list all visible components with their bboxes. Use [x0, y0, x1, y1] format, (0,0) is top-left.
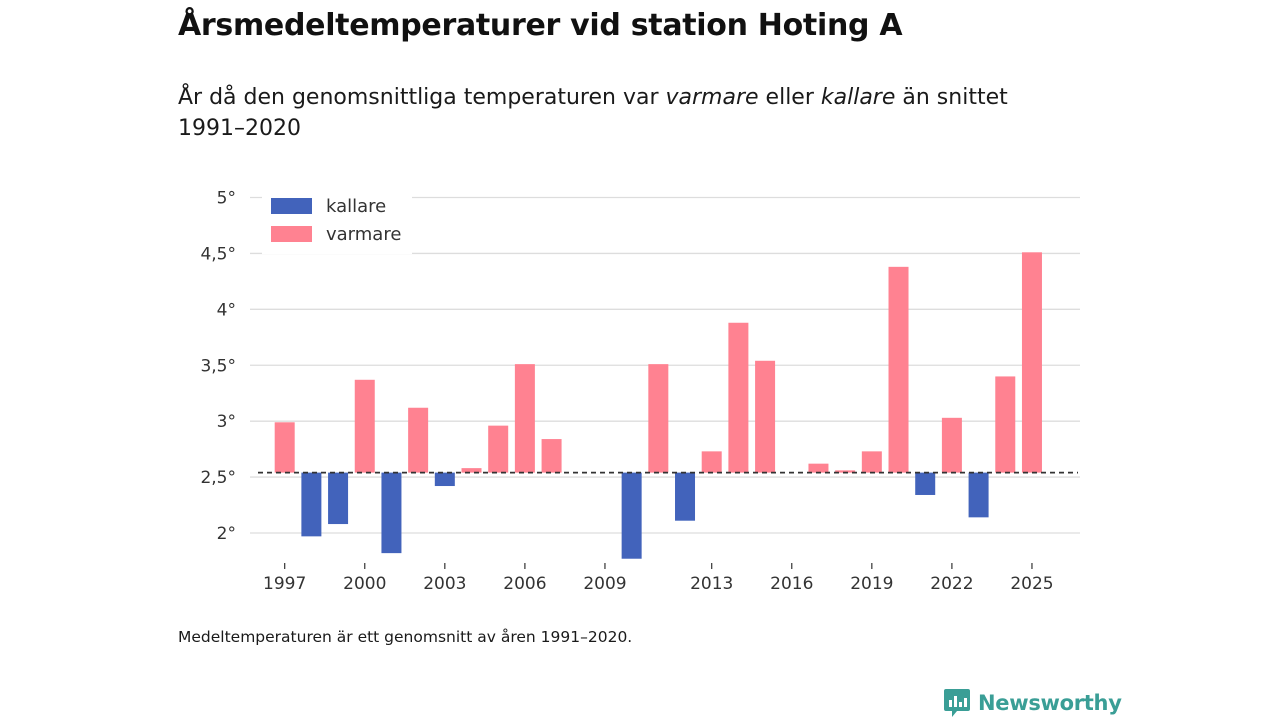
subtitle-text-2: eller: [758, 85, 821, 110]
x-tick-label: 2000: [343, 574, 386, 594]
bar-warmer: [541, 439, 562, 473]
y-tick-label: 4°: [217, 300, 236, 320]
bar-warmer: [888, 266, 909, 473]
bar-colder: [434, 472, 455, 487]
y-tick-label: 3°: [217, 412, 236, 432]
x-tick-label: 2006: [503, 574, 546, 594]
legend: kallare varmare: [262, 188, 412, 254]
bar-colder: [328, 472, 349, 525]
legend-label-warm: varmare: [326, 224, 401, 245]
bar-warmer: [835, 470, 856, 473]
legend-swatch-warm: [271, 226, 312, 242]
y-tick-label: 2°: [217, 524, 236, 544]
bar-warmer: [995, 376, 1016, 473]
x-tick-label: 2022: [930, 574, 973, 594]
bar-colder: [675, 472, 696, 521]
newsworthy-logo-text: Newsworthy: [978, 691, 1122, 715]
bar-warmer: [861, 451, 882, 473]
footnote: Medeltemperaturen är ett genomsnitt av å…: [178, 628, 633, 646]
bar-warmer: [274, 422, 295, 473]
bar-warmer: [514, 364, 535, 473]
bar-colder: [621, 472, 642, 559]
bar-warmer: [648, 364, 669, 473]
bar-colder: [915, 472, 936, 495]
chart-subtitle: År då den genomsnittliga temperaturen va…: [178, 82, 1058, 144]
bar-warmer: [755, 360, 776, 473]
newsworthy-logo: Newsworthy: [943, 688, 1122, 718]
x-tick-label: 1997: [263, 574, 306, 594]
bar-warmer: [941, 417, 962, 473]
bar-colder: [381, 472, 402, 554]
bar-colder: [968, 472, 989, 518]
subtitle-text-1: År då den genomsnittliga temperaturen va…: [178, 85, 666, 110]
bar-warmer: [408, 407, 429, 473]
legend-swatch-cold: [271, 198, 312, 214]
bars: [274, 252, 1042, 559]
x-tick-label: 2019: [850, 574, 893, 594]
x-axis: 1997 2000 2003 2006 2009 2013 2016 2019 2022 2025: [263, 563, 1054, 594]
bar-warmer: [1021, 252, 1042, 473]
legend-label-cold: kallare: [326, 196, 386, 217]
y-tick-label: 4,5°: [200, 244, 236, 264]
bar-chart: 2° 2,5° 3° 3,5° 4° 4,5° 5° 1997 2000 2003 2006 200…: [200, 188, 1080, 594]
bar-warmer: [354, 379, 375, 473]
x-tick-label: 2016: [770, 574, 813, 594]
x-tick-label: 2013: [690, 574, 733, 594]
bar-warmer: [728, 322, 749, 473]
x-tick-label: 2025: [1010, 574, 1053, 594]
newsworthy-logo-icon: [944, 689, 970, 717]
subtitle-cold-word: kallare: [820, 85, 896, 110]
bar-warmer: [808, 463, 829, 473]
bar-warmer: [461, 468, 482, 473]
subtitle-text-3: än snittet 1991–2020: [178, 85, 1008, 141]
bar-warmer: [488, 425, 509, 473]
subtitle-warm-word: varmare: [665, 85, 759, 110]
chart-title: Årsmedeltemperaturer vid station Hoting …: [178, 8, 903, 43]
y-tick-label: 3,5°: [200, 356, 236, 376]
y-tick-label: 5°: [217, 189, 236, 209]
bar-colder: [301, 472, 322, 537]
y-axis: 2° 2,5° 3° 3,5° 4° 4,5° 5°: [200, 189, 236, 545]
y-tick-label: 2,5°: [200, 468, 236, 488]
x-tick-label: 2003: [423, 574, 466, 594]
x-tick-label: 2009: [583, 574, 626, 594]
bar-warmer: [701, 451, 722, 473]
